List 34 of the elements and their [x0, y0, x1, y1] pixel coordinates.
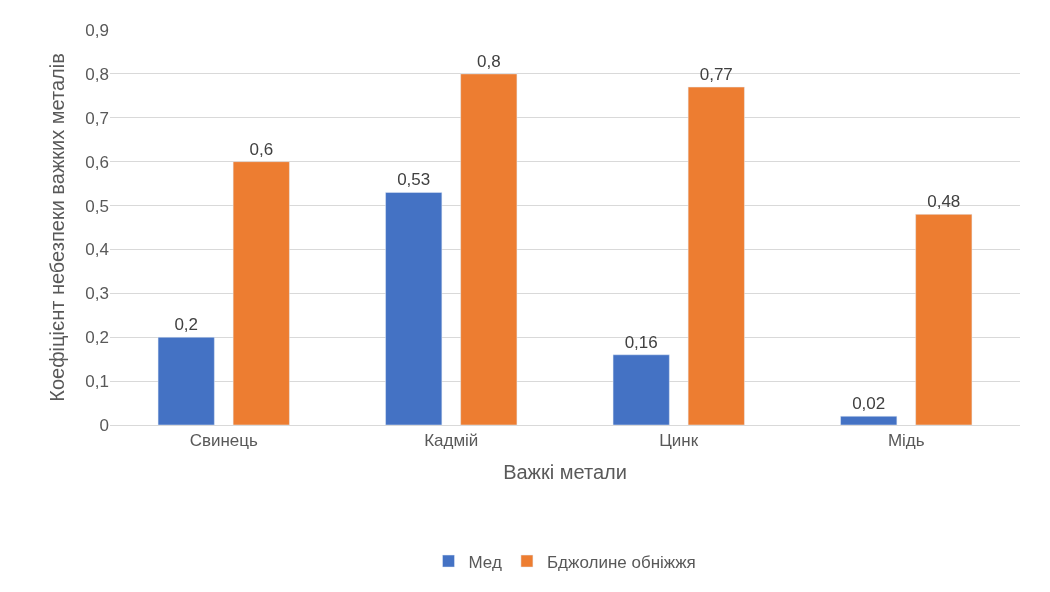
y-tick-label: 0,1	[85, 372, 109, 392]
legend-label: Бджолине обніжжя	[546, 552, 696, 572]
bar	[385, 192, 443, 425]
bar	[460, 73, 518, 425]
bar	[840, 415, 898, 425]
x-tick-label: Мідь	[887, 431, 925, 451]
data-label: 0,16	[624, 332, 658, 352]
x-tick-label: Свинець	[189, 431, 259, 451]
y-tick-label: 0,9	[85, 20, 109, 40]
data-label: 0,8	[476, 51, 501, 71]
y-tick-label: 0,7	[85, 108, 109, 128]
legend-label: Мед	[468, 552, 502, 572]
bar	[612, 354, 670, 425]
y-axis-title: Коефіцієнт небезпеки важких металів	[45, 53, 68, 402]
y-tick-label: 0,6	[85, 152, 109, 172]
y-tick-label: 0,2	[85, 328, 109, 348]
bar	[687, 86, 745, 425]
data-label: 0,6	[249, 139, 274, 159]
x-tick-label: Цинк	[659, 431, 699, 451]
data-label: 0,02	[852, 394, 886, 414]
y-tick-label: 0	[99, 415, 109, 435]
data-label: 0,2	[174, 315, 199, 335]
y-tick-label: 0,3	[85, 284, 109, 304]
y-tick-label: 0,4	[85, 240, 109, 260]
x-tick-label: Кадмій	[424, 431, 479, 451]
bar	[157, 336, 215, 425]
data-label: 0,77	[699, 65, 733, 85]
bar	[232, 161, 290, 425]
bar	[915, 214, 973, 425]
y-tick-label: 0,5	[85, 196, 109, 216]
data-label: 0,53	[397, 170, 431, 190]
data-label: 0,48	[927, 192, 961, 212]
y-tick-label: 0,8	[85, 64, 109, 84]
x-axis-title: Важкі метали	[503, 460, 627, 483]
